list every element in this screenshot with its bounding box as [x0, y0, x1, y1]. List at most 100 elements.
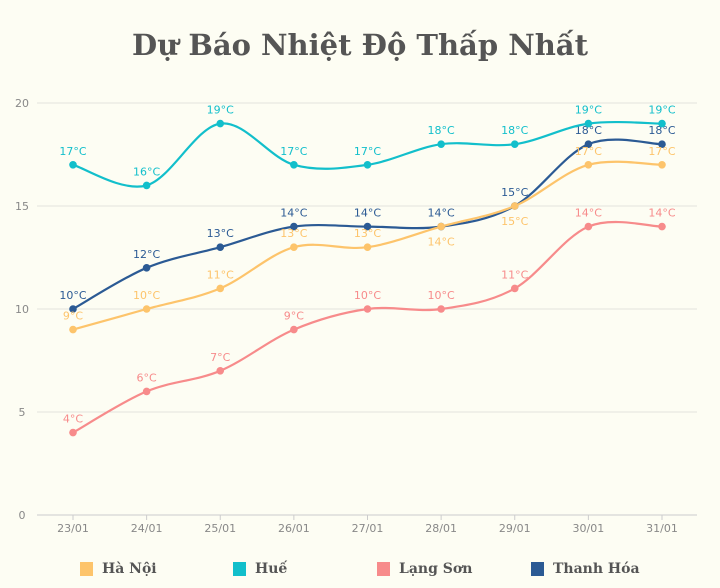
data-point-lang-son	[216, 367, 225, 375]
x-tick-label: 23/01	[57, 522, 89, 535]
data-label-hue: 17°C	[59, 145, 86, 158]
data-point-thanh-hoa	[290, 222, 298, 231]
data-label-hue: 19°C	[648, 104, 675, 117]
series-line-hue	[72, 120, 663, 188]
data-label-hue: 17°C	[354, 145, 381, 158]
legend-label: Huế	[255, 561, 288, 577]
data-label-lang-son: 6°C	[137, 371, 157, 384]
data-label-ha-noi: 13°C	[354, 227, 381, 240]
data-point-hue	[142, 181, 151, 190]
data-point-lang-son	[142, 387, 151, 396]
x-tick-label: 25/01	[204, 522, 236, 535]
data-label-lang-son: 9°C	[284, 310, 304, 323]
legend-swatch	[80, 562, 93, 576]
data-point-hue	[69, 161, 77, 169]
data-label-hue: 17°C	[280, 145, 307, 158]
legend-swatch	[233, 562, 246, 576]
data-point-ha-noi	[437, 222, 445, 231]
y-tick-label: 0	[19, 509, 26, 522]
data-point-thanh-hoa	[216, 243, 225, 251]
data-point-ha-noi	[510, 202, 519, 210]
data-point-lang-son	[437, 305, 445, 313]
data-point-ha-noi	[363, 243, 372, 251]
y-tick-label: 15	[15, 200, 29, 213]
data-label-hue: 18°C	[428, 124, 455, 137]
data-label-lang-son: 10°C	[428, 289, 455, 302]
data-label-ha-noi: 17°C	[648, 145, 675, 158]
legend-item-lang-son[interactable]: Lạng Sơn	[377, 561, 472, 577]
data-label-hue: 19°C	[575, 104, 602, 117]
data-label-ha-noi: 13°C	[280, 227, 307, 240]
data-label-ha-noi: 14°C	[428, 236, 455, 249]
legend-swatch	[531, 562, 544, 576]
data-label-lang-son: 10°C	[354, 289, 381, 302]
data-label-thanh-hoa: 10°C	[59, 289, 86, 302]
x-tick-label: 30/01	[573, 522, 605, 535]
data-label-lang-son: 11°C	[501, 268, 528, 281]
legend-item-ha-noi[interactable]: Hà Nội	[80, 561, 157, 577]
data-label-thanh-hoa: 14°C	[280, 207, 307, 220]
data-label-ha-noi: 11°C	[207, 268, 234, 281]
x-tick-label: 26/01	[278, 522, 310, 535]
data-point-lang-son	[69, 428, 77, 437]
y-tick-label: 5	[19, 406, 26, 419]
legend-item-thanh-hoa[interactable]: Thanh Hóa	[531, 561, 640, 577]
legend-item-hue[interactable]: Huế	[233, 561, 287, 577]
x-tick-label: 24/01	[131, 522, 163, 535]
data-label-ha-noi: 9°C	[63, 310, 83, 323]
data-point-hue	[510, 140, 519, 148]
data-point-thanh-hoa	[142, 264, 151, 272]
data-point-lang-son	[584, 222, 593, 231]
data-label-ha-noi: 10°C	[133, 289, 160, 302]
data-point-lang-son	[290, 325, 298, 334]
data-point-hue	[584, 119, 593, 128]
x-tick-label: 27/01	[352, 522, 384, 535]
data-label-lang-son: 4°C	[63, 413, 83, 426]
data-label-thanh-hoa: 14°C	[354, 207, 381, 220]
data-point-ha-noi	[216, 284, 225, 293]
chart-title: Dự Báo Nhiệt Độ Thấp Nhất	[131, 28, 588, 62]
data-point-lang-son	[510, 284, 519, 293]
data-point-ha-noi	[69, 325, 77, 334]
legend-label: Hà Nội	[102, 561, 157, 577]
data-point-thanh-hoa	[584, 140, 593, 148]
legend: Hà Nội Huế Lạng Sơn Thanh Hóa	[0, 561, 720, 581]
legend-label: Lạng Sơn	[399, 561, 473, 577]
data-label-thanh-hoa: 13°C	[207, 227, 234, 240]
data-point-thanh-hoa	[69, 305, 77, 313]
data-point-ha-noi	[290, 243, 298, 251]
series-line-lang-son	[72, 220, 663, 434]
data-label-hue: 19°C	[207, 104, 234, 117]
legend-swatch	[377, 562, 390, 576]
data-point-thanh-hoa	[363, 222, 372, 231]
x-tick-label: 29/01	[499, 522, 531, 535]
data-label-hue: 16°C	[133, 165, 160, 178]
data-label-thanh-hoa: 12°C	[133, 248, 160, 261]
data-point-hue	[363, 161, 372, 169]
data-point-lang-son	[658, 222, 666, 231]
data-point-thanh-hoa	[658, 140, 666, 148]
data-label-ha-noi: 17°C	[575, 145, 602, 158]
data-label-lang-son: 7°C	[210, 351, 230, 364]
data-point-hue	[437, 140, 445, 148]
x-tick-label: 28/01	[425, 522, 457, 535]
x-tick-label: 31/01	[646, 522, 678, 535]
data-label-thanh-hoa: 18°C	[575, 124, 602, 137]
data-label-lang-son: 14°C	[575, 207, 602, 220]
data-label-thanh-hoa: 18°C	[648, 124, 675, 137]
data-point-hue	[290, 161, 298, 169]
data-point-ha-noi	[658, 161, 666, 169]
data-point-hue	[658, 119, 666, 128]
data-label-thanh-hoa: 15°C	[501, 186, 528, 199]
data-label-thanh-hoa: 14°C	[428, 207, 455, 220]
data-point-lang-son	[363, 305, 372, 313]
data-label-hue: 18°C	[501, 124, 528, 137]
data-point-ha-noi	[584, 161, 593, 169]
data-label-lang-son: 14°C	[648, 207, 675, 220]
data-point-ha-noi	[142, 305, 151, 313]
y-tick-label: 10	[15, 303, 29, 316]
data-label-ha-noi: 15°C	[501, 215, 528, 228]
data-point-hue	[216, 119, 225, 128]
y-tick-label: 20	[15, 97, 29, 110]
